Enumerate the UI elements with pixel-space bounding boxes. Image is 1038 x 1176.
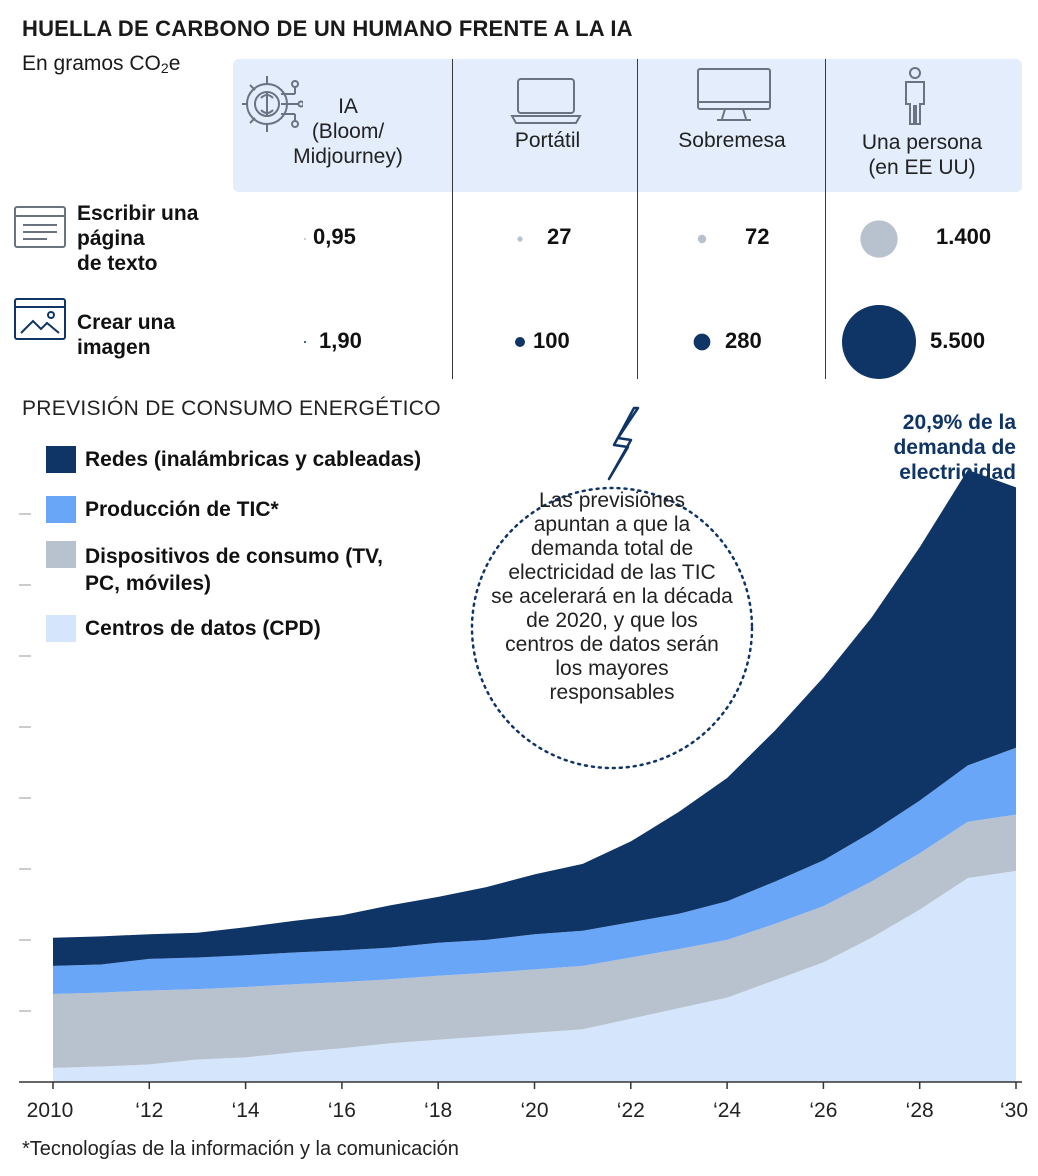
- annotation-2030: 20,9% de la demanda de electricidad: [893, 411, 1016, 484]
- page-subtitle: En gramos CO2e: [22, 52, 181, 76]
- column-divider: [637, 59, 638, 379]
- x-tick-label: ‘16: [328, 1099, 356, 1122]
- x-tick-label: ‘28: [906, 1099, 934, 1122]
- x-tick-label: ‘24: [713, 1099, 741, 1122]
- legend-swatch-redes: [46, 446, 76, 473]
- x-tick-label: ‘26: [809, 1099, 837, 1122]
- value-image-sobremesa: 280: [725, 328, 762, 353]
- legend-swatch-dispositivos: [46, 541, 76, 568]
- column-divider: [825, 59, 826, 379]
- image-icon: [14, 298, 66, 340]
- value-text-sobremesa: 72: [745, 224, 770, 249]
- x-tick-label: ‘22: [617, 1099, 645, 1122]
- bubble-grid: [304, 220, 916, 379]
- desktop-monitor-icon: [697, 68, 771, 121]
- note-text: Las previsiones apuntan a que la demanda t…: [491, 489, 733, 704]
- row-label-text-page: Escribir una página de texto: [77, 202, 199, 275]
- value-text-portatil: 27: [547, 224, 572, 249]
- column-label-sobremesa: Sobremesa: [678, 129, 786, 152]
- area-series-0: [53, 870, 1016, 1082]
- value-image-ia: 1,90: [319, 328, 362, 353]
- area-series-1: [53, 814, 1016, 1068]
- lightning-icon: [607, 406, 640, 481]
- bubble-image-sobremesa: [693, 333, 711, 351]
- x-tick-label: ‘18: [424, 1099, 452, 1122]
- bubble-text-ia: [304, 238, 306, 240]
- legend-swatch-cpd: [46, 615, 76, 642]
- column-label-portatil: Portátil: [514, 129, 581, 152]
- value-image-persona: 5.500: [930, 328, 986, 353]
- bubble-image-persona: [842, 305, 916, 379]
- footnote: *Tecnologías de la información y la comu…: [22, 1138, 459, 1160]
- row-label-image: Crear una imagen: [77, 311, 176, 359]
- value-image-portatil: 100: [533, 328, 570, 353]
- legend-label-produccion: Producción de TIC*: [85, 498, 279, 521]
- area-series-3: [53, 469, 1016, 966]
- column-label-persona: Una persona (en EE UU): [861, 131, 983, 179]
- bubble-image-ia: [304, 341, 306, 343]
- text-page-icon: [14, 206, 66, 248]
- x-tick-label: ‘30: [1000, 1099, 1028, 1122]
- section-title: PREVISIÓN DE CONSUMO ENERGÉTICO: [22, 397, 441, 420]
- legend-label-dispositivos: Dispositivos de consumo (TV, PC, móviles…: [85, 545, 383, 595]
- ai-chip-icon: [242, 76, 303, 132]
- bubble-text-persona: [860, 220, 898, 258]
- legend-swatch-produccion: [46, 496, 76, 523]
- column-label-ia: IA (Bloom/Midjourney): [293, 95, 403, 168]
- legend-label-cpd: Centros de datos (CPD): [85, 617, 321, 640]
- x-tick-label: ‘20: [520, 1099, 548, 1122]
- bubble-text-portatil: [517, 236, 523, 242]
- legend-label-redes: Redes (inalámbricas y cableadas): [85, 448, 422, 471]
- area-series-2: [53, 747, 1016, 994]
- bubble-image-portatil: [515, 337, 525, 347]
- page-title: HUELLA DE CARBONO DE UN HUMANO FRENTE A …: [22, 16, 633, 41]
- column-divider: [452, 59, 453, 379]
- x-tick-label: 2010: [27, 1099, 74, 1122]
- note-circle: [470, 406, 754, 770]
- x-tick-label: ‘14: [232, 1099, 260, 1122]
- bubble-text-sobremesa: [697, 234, 707, 244]
- x-tick-label: ‘12: [135, 1099, 163, 1122]
- value-text-persona: 1.400: [936, 224, 992, 249]
- value-text-ia: 0,95: [313, 224, 356, 249]
- laptop-icon: [510, 78, 582, 124]
- person-icon: [905, 67, 925, 125]
- column-header-band: [233, 59, 1022, 192]
